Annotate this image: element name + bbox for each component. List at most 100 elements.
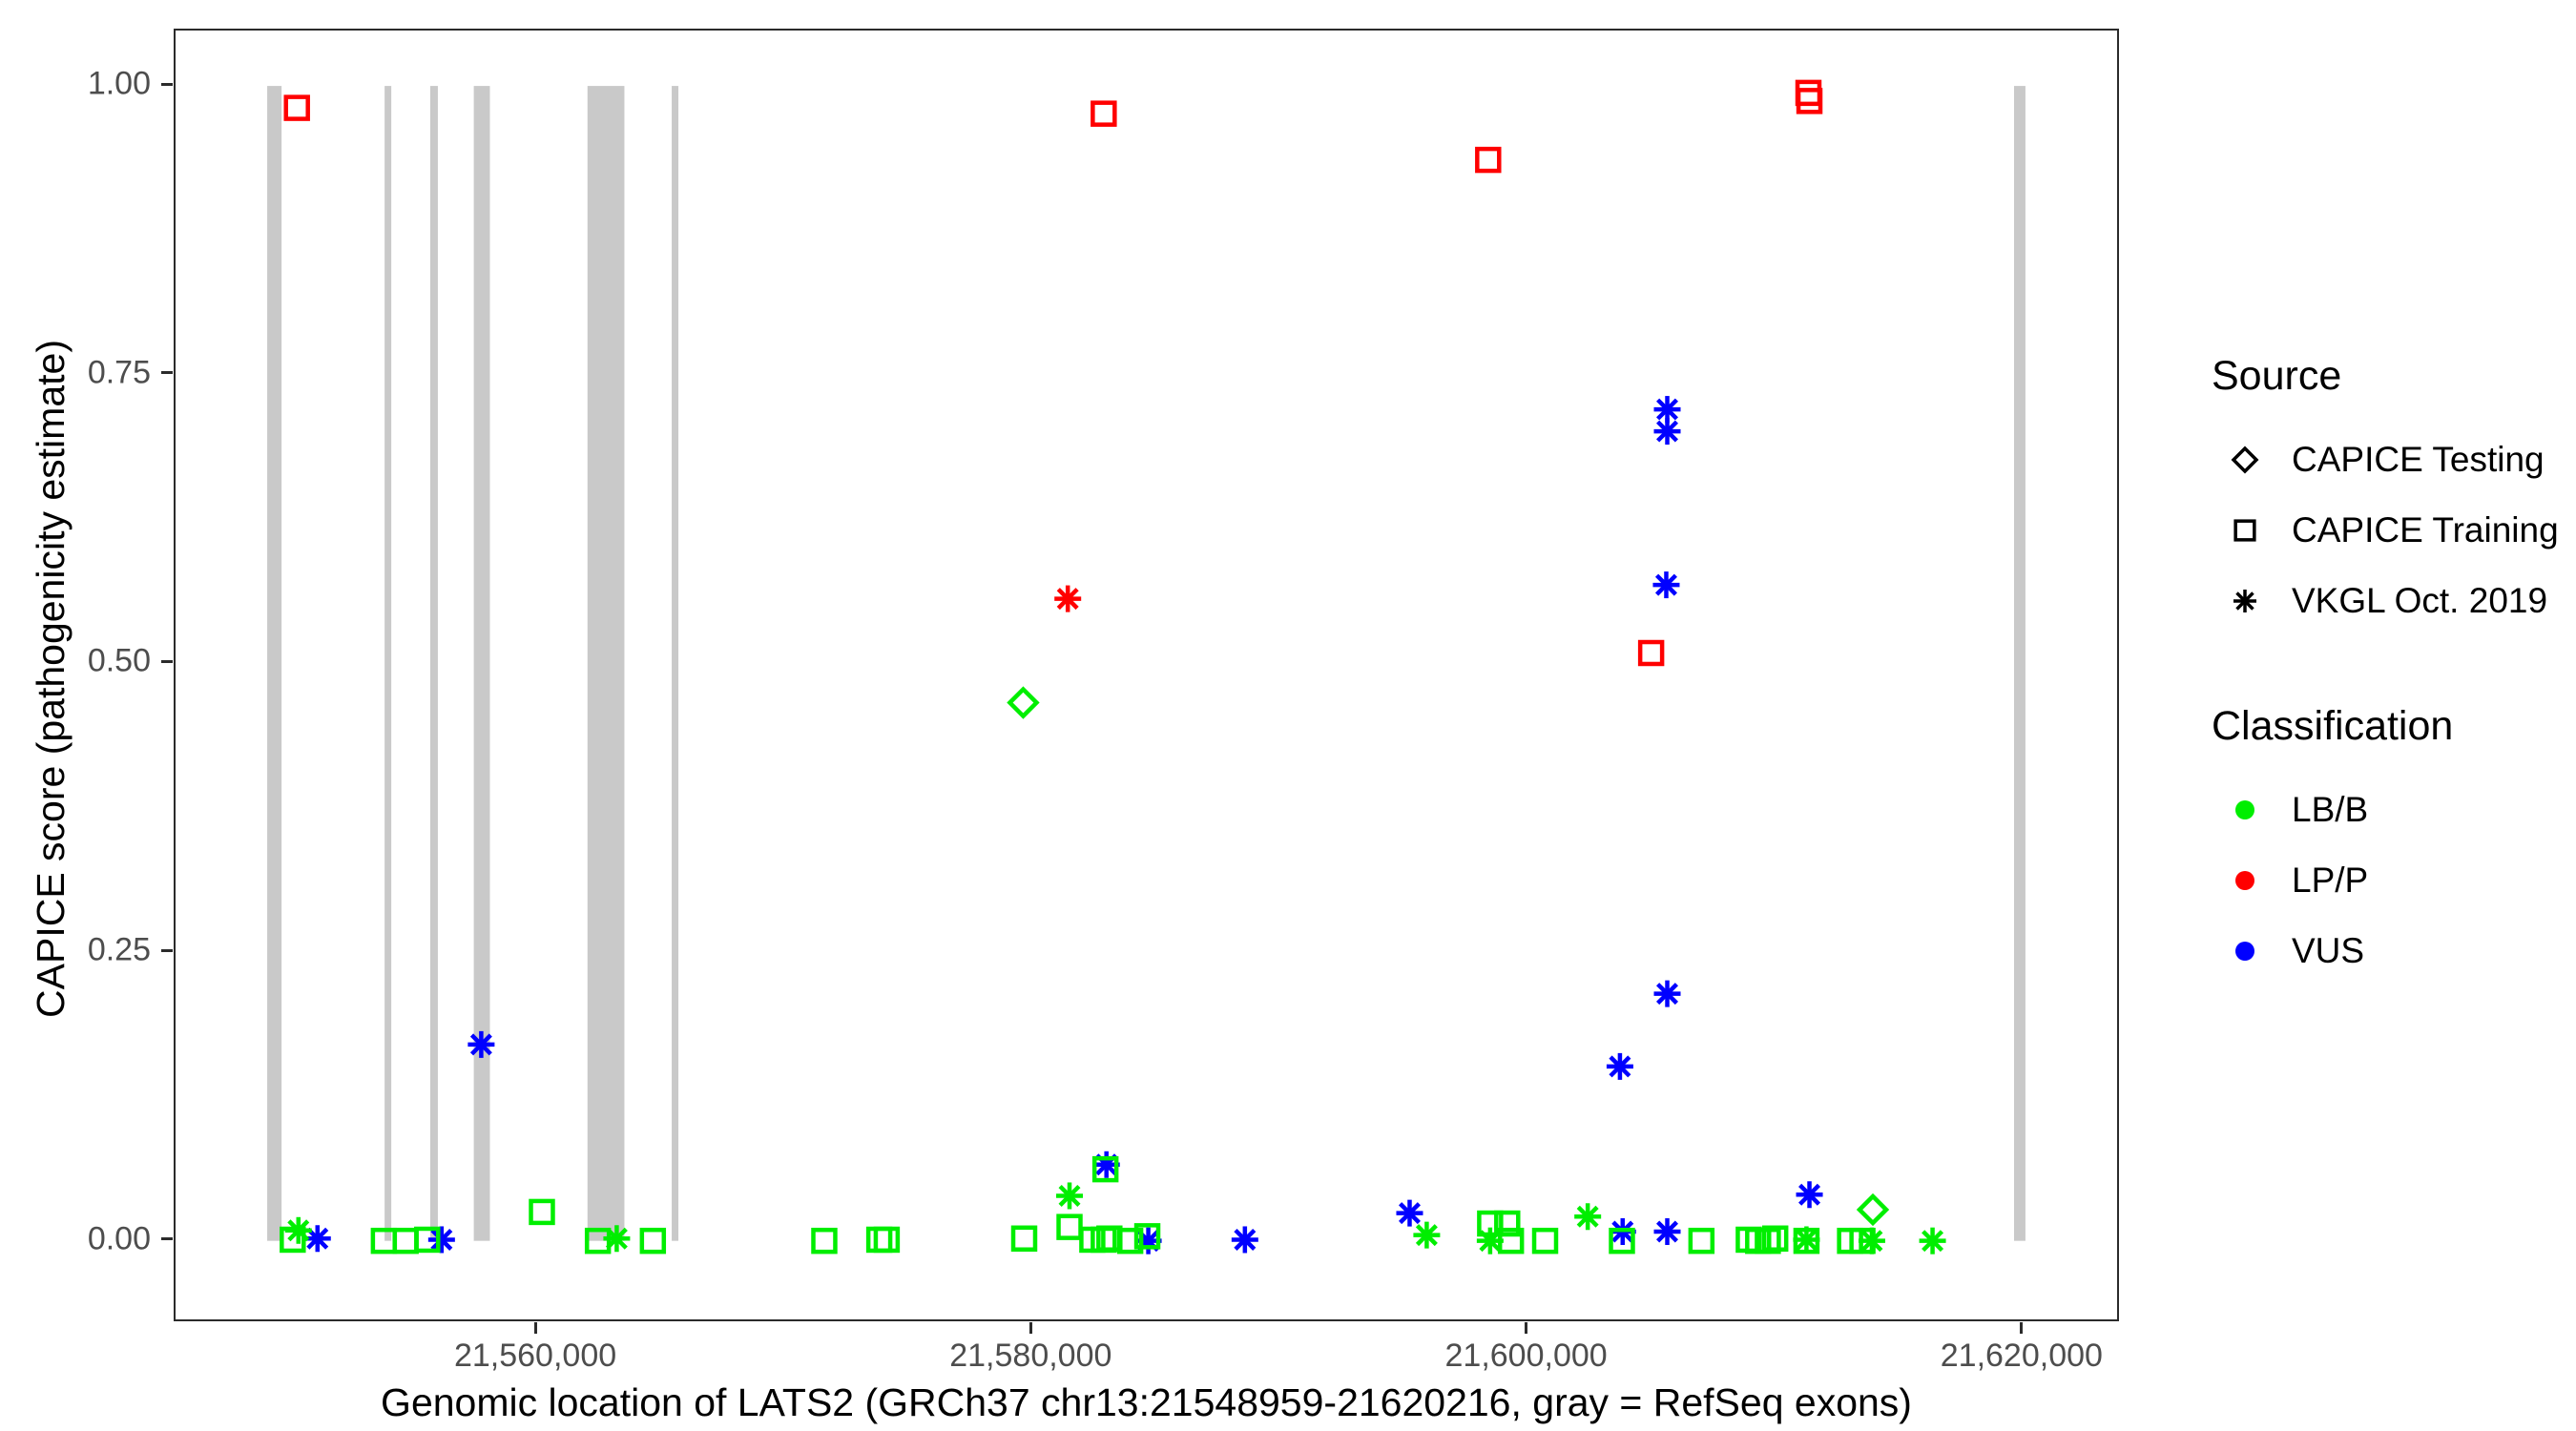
legend-item-classification: LP/P	[2212, 845, 2574, 916]
asterisk-marker	[1574, 1203, 1602, 1231]
square-marker	[1531, 1227, 1559, 1255]
y-axis-title: CAPICE score (pathogenicity estimate)	[29, 340, 73, 1018]
y-tick-mark	[161, 659, 173, 663]
exon-band	[672, 86, 679, 1241]
square-marker	[1688, 1227, 1715, 1255]
square-marker	[1477, 1210, 1504, 1237]
asterisk-marker	[1796, 1181, 1823, 1209]
square-marker	[2233, 519, 2256, 542]
y-tick-label: 0.50	[87, 642, 151, 679]
square-marker	[1637, 639, 1665, 667]
y-tick-mark	[161, 82, 173, 86]
square-marker	[639, 1227, 667, 1255]
asterisk-marker	[2233, 590, 2256, 612]
x-tick-mark	[1028, 1322, 1032, 1334]
x-tick-mark	[2020, 1322, 2024, 1334]
square-icon	[2212, 506, 2278, 555]
square-marker	[1056, 1213, 1083, 1240]
exon-band	[473, 86, 490, 1241]
y-tick-mark	[161, 948, 173, 952]
exon-band	[267, 86, 282, 1241]
asterisk-marker	[427, 1226, 455, 1254]
legend-source-label: VKGL Oct. 2019	[2292, 581, 2548, 620]
x-tick-label: 21,620,000	[1940, 1338, 2103, 1374]
plot-canvas	[267, 79, 2025, 1255]
square-marker	[1609, 1227, 1635, 1255]
y-tick-label: 1.00	[87, 65, 151, 102]
legend-source-label: CAPICE Testing	[2292, 440, 2545, 479]
diamond-marker	[1856, 1192, 1890, 1227]
filled-circle-icon	[2212, 926, 2278, 976]
asterisk-marker	[1396, 1199, 1423, 1227]
legend-item-asterisk: VKGL Oct. 2019	[2212, 566, 2574, 636]
square-marker	[1849, 1227, 1876, 1255]
asterisk-marker	[1231, 1226, 1258, 1254]
legend-item-square: CAPICE Training	[2212, 495, 2574, 566]
legend-item-diamond: CAPICE Testing	[2212, 425, 2574, 495]
y-tick-label: 0.00	[87, 1220, 151, 1257]
legend-classification-label: VUS	[2292, 931, 2365, 970]
square-marker	[1793, 1227, 1820, 1255]
asterisk-marker	[1919, 1227, 1946, 1255]
asterisk-marker	[1054, 585, 1082, 612]
legend-item-classification: VUS	[2212, 916, 2574, 986]
square-marker	[1091, 100, 1117, 127]
legend-classification-items: LB/B LP/P VUS	[2212, 775, 2574, 986]
asterisk-marker	[1056, 1182, 1084, 1210]
square-marker	[1755, 1227, 1781, 1255]
filled-circle-icon	[2212, 785, 2278, 835]
asterisk-marker	[1653, 418, 1681, 446]
exon-band	[587, 86, 625, 1241]
legend-source-items: CAPICE Testing CAPICE Training VKGL Oct. 2…	[2212, 425, 2574, 636]
legend-source-label: CAPICE Training	[2292, 510, 2559, 550]
asterisk-marker	[467, 1030, 495, 1058]
square-marker	[1010, 1225, 1038, 1252]
legend-item-classification: LB/B	[2212, 775, 2574, 845]
x-tick-label: 21,600,000	[1444, 1338, 1608, 1374]
x-tick-mark	[533, 1322, 537, 1334]
legend-source-title: Source	[2212, 353, 2342, 399]
x-tick-label: 21,560,000	[453, 1338, 617, 1374]
plot-panel	[174, 29, 2119, 1321]
square-marker	[873, 1226, 901, 1254]
asterisk-marker	[1652, 571, 1680, 599]
legend-classification-title: Classification	[2212, 703, 2454, 749]
x-tick-label: 21,580,000	[949, 1338, 1112, 1374]
y-tick-mark	[161, 1237, 173, 1241]
diamond-marker	[1007, 686, 1040, 719]
square-marker	[1494, 1210, 1521, 1237]
square-marker	[283, 94, 310, 121]
asterisk-marker	[1653, 1217, 1681, 1245]
asterisk-marker	[1653, 980, 1681, 1007]
square-marker	[1475, 146, 1502, 174]
exon-band	[2013, 86, 2025, 1241]
square-marker	[1133, 1223, 1161, 1250]
y-tick-label: 0.25	[87, 931, 151, 968]
asterisk-marker	[1653, 396, 1681, 424]
asterisk-marker	[1606, 1052, 1633, 1080]
square-marker	[1116, 1227, 1144, 1255]
diamond-marker	[2231, 446, 2259, 474]
asterisk-marker	[1413, 1221, 1441, 1249]
exon-band	[384, 86, 392, 1241]
square-marker	[1795, 79, 1822, 107]
x-tick-mark	[1525, 1322, 1528, 1334]
legend-classification-label: LB/B	[2292, 790, 2369, 829]
square-marker	[584, 1227, 612, 1255]
filled-circle-icon	[2212, 856, 2278, 905]
square-marker	[811, 1227, 838, 1255]
y-tick-mark	[161, 371, 173, 375]
x-axis-title: Genomic location of LATS2 (GRCh37 chr13:…	[381, 1380, 1912, 1424]
legend: Source CAPICE Testing CAPICE Training VKGL…	[2212, 353, 2574, 986]
square-marker	[392, 1227, 419, 1255]
square-marker	[529, 1198, 555, 1226]
y-tick-label: 0.75	[87, 354, 151, 391]
exon-band	[429, 86, 438, 1241]
square-marker	[370, 1227, 398, 1255]
diamond-icon	[2212, 435, 2278, 485]
square-marker	[414, 1226, 441, 1254]
square-marker	[1796, 88, 1823, 114]
square-marker	[865, 1226, 893, 1254]
legend-classification-label: LP/P	[2292, 861, 2369, 900]
